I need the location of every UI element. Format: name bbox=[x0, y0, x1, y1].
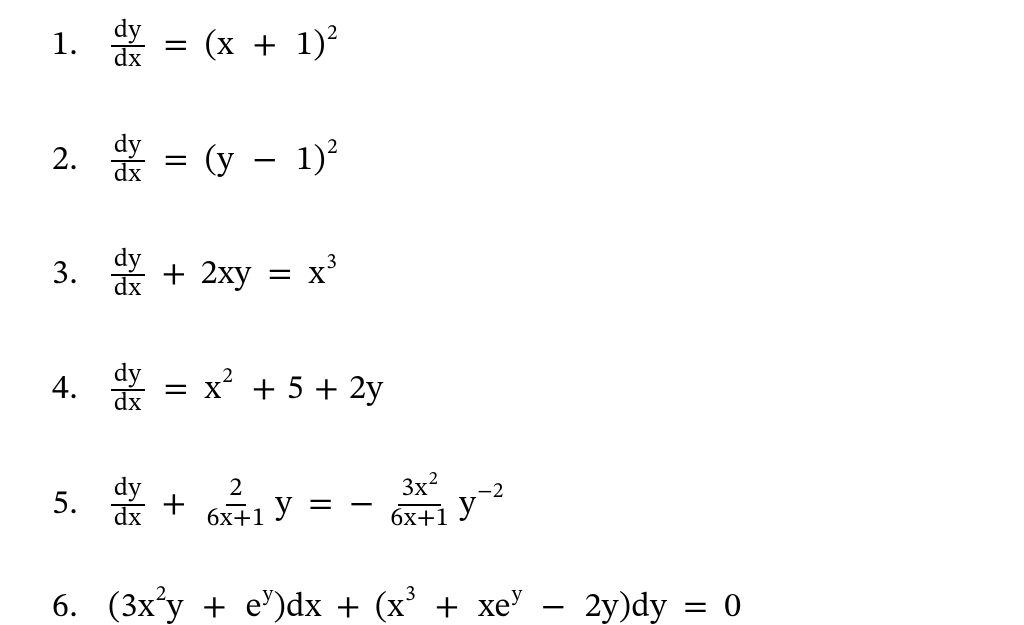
item-expression: dy dx = (x + 1)2 bbox=[108, 18, 338, 75]
t: y bbox=[275, 488, 292, 522]
sup: 3 bbox=[405, 585, 416, 606]
item-number: 3. bbox=[52, 258, 108, 292]
t: 1) bbox=[296, 29, 326, 63]
item-number: 4. bbox=[52, 373, 108, 407]
t: 2xy bbox=[201, 258, 252, 292]
item-expression: dy dx + 2xy = x3 bbox=[108, 247, 337, 304]
sup: 2 bbox=[327, 24, 338, 45]
item-number: 5. bbox=[52, 488, 108, 522]
rhs: x3 bbox=[309, 258, 338, 292]
item-number: 2. bbox=[52, 144, 108, 178]
frac-num: 3x2 bbox=[398, 476, 441, 505]
fraction-dy-dx: dy dx bbox=[111, 247, 145, 304]
frac-den: dx bbox=[111, 391, 144, 418]
item-expression: dy dx + 2 6x+1 y = − 3x2 6x+1 y−2 bbox=[108, 476, 504, 533]
rhs: (y − 1)2 bbox=[205, 144, 338, 178]
fraction-dy-dx: dy dx bbox=[111, 362, 145, 419]
fraction-coef: 2 6x+1 bbox=[204, 476, 269, 533]
equals-sign: = bbox=[164, 373, 189, 407]
equation-item-3: 3. dy dx + 2xy = x3 bbox=[52, 247, 1024, 304]
fraction-dy-dx: dy dx bbox=[111, 18, 145, 75]
t: 1) bbox=[296, 144, 326, 178]
t: x bbox=[205, 373, 222, 407]
neg: − bbox=[349, 488, 374, 522]
fraction-dy-dx: dy dx bbox=[111, 133, 145, 190]
frac-den: dx bbox=[111, 506, 144, 533]
equation-item-5: 5. dy dx + 2 6x+1 y = − 3x2 6x+1 y−2 bbox=[52, 476, 1024, 533]
frac-den: dx bbox=[111, 276, 144, 303]
equation-item-2: 2. dy dx = (y − 1)2 bbox=[52, 133, 1024, 190]
plus: + bbox=[252, 373, 277, 407]
frac-num: dy bbox=[111, 362, 145, 391]
t: y bbox=[459, 488, 476, 522]
sup: 3 bbox=[326, 253, 337, 274]
sup: 2 bbox=[327, 138, 338, 159]
plus: + bbox=[162, 488, 187, 522]
equals-sign: = bbox=[308, 488, 333, 522]
item-expression: dy dx = x2 +5+2y bbox=[108, 362, 383, 419]
equation-list: 1. dy dx = (x + 1)2 2. dy dx = (y − bbox=[0, 0, 1024, 625]
item-expression: dy dx = (y − 1)2 bbox=[108, 133, 338, 190]
frac-den: 6x+1 bbox=[204, 506, 269, 533]
sup: 2 bbox=[156, 585, 167, 606]
frac-num: dy bbox=[111, 18, 145, 47]
fraction-dy-dx: dy dx bbox=[111, 476, 145, 533]
equals-sign: = bbox=[268, 258, 293, 292]
equation-item-1: 1. dy dx = (x + 1)2 bbox=[52, 18, 1024, 75]
frac-den: dx bbox=[111, 162, 144, 189]
t: + bbox=[253, 29, 278, 63]
equation-item-4: 4. dy dx = x2 +5+2y bbox=[52, 362, 1024, 419]
tail: y−2 bbox=[459, 488, 504, 522]
t: (x bbox=[205, 29, 234, 63]
frac-num: dy bbox=[111, 133, 145, 162]
frac-num: dy bbox=[111, 476, 145, 505]
frac-den: 6x+1 bbox=[387, 506, 452, 533]
equals-sign: = bbox=[164, 29, 189, 63]
t: − bbox=[253, 144, 278, 178]
t: x bbox=[309, 258, 326, 292]
frac-den: dx bbox=[111, 47, 144, 74]
frac-num: 2 bbox=[226, 476, 245, 505]
fraction-rhs: 3x2 6x+1 bbox=[387, 476, 452, 533]
sup: 2 bbox=[429, 471, 439, 489]
sup: y bbox=[512, 585, 523, 606]
sup: −2 bbox=[477, 482, 504, 503]
equals-sign: = bbox=[164, 144, 189, 178]
t: 3x bbox=[401, 476, 427, 502]
frac-num: dy bbox=[111, 247, 145, 276]
t: (y bbox=[205, 144, 235, 178]
rhs: (x + 1)2 bbox=[205, 29, 338, 63]
item-number: 1. bbox=[52, 29, 108, 63]
sup: 2 bbox=[222, 367, 233, 388]
rhs: x2 +5+2y bbox=[205, 373, 384, 407]
sup: y bbox=[263, 585, 274, 606]
plus: + bbox=[314, 373, 339, 407]
plus: + bbox=[162, 258, 187, 292]
